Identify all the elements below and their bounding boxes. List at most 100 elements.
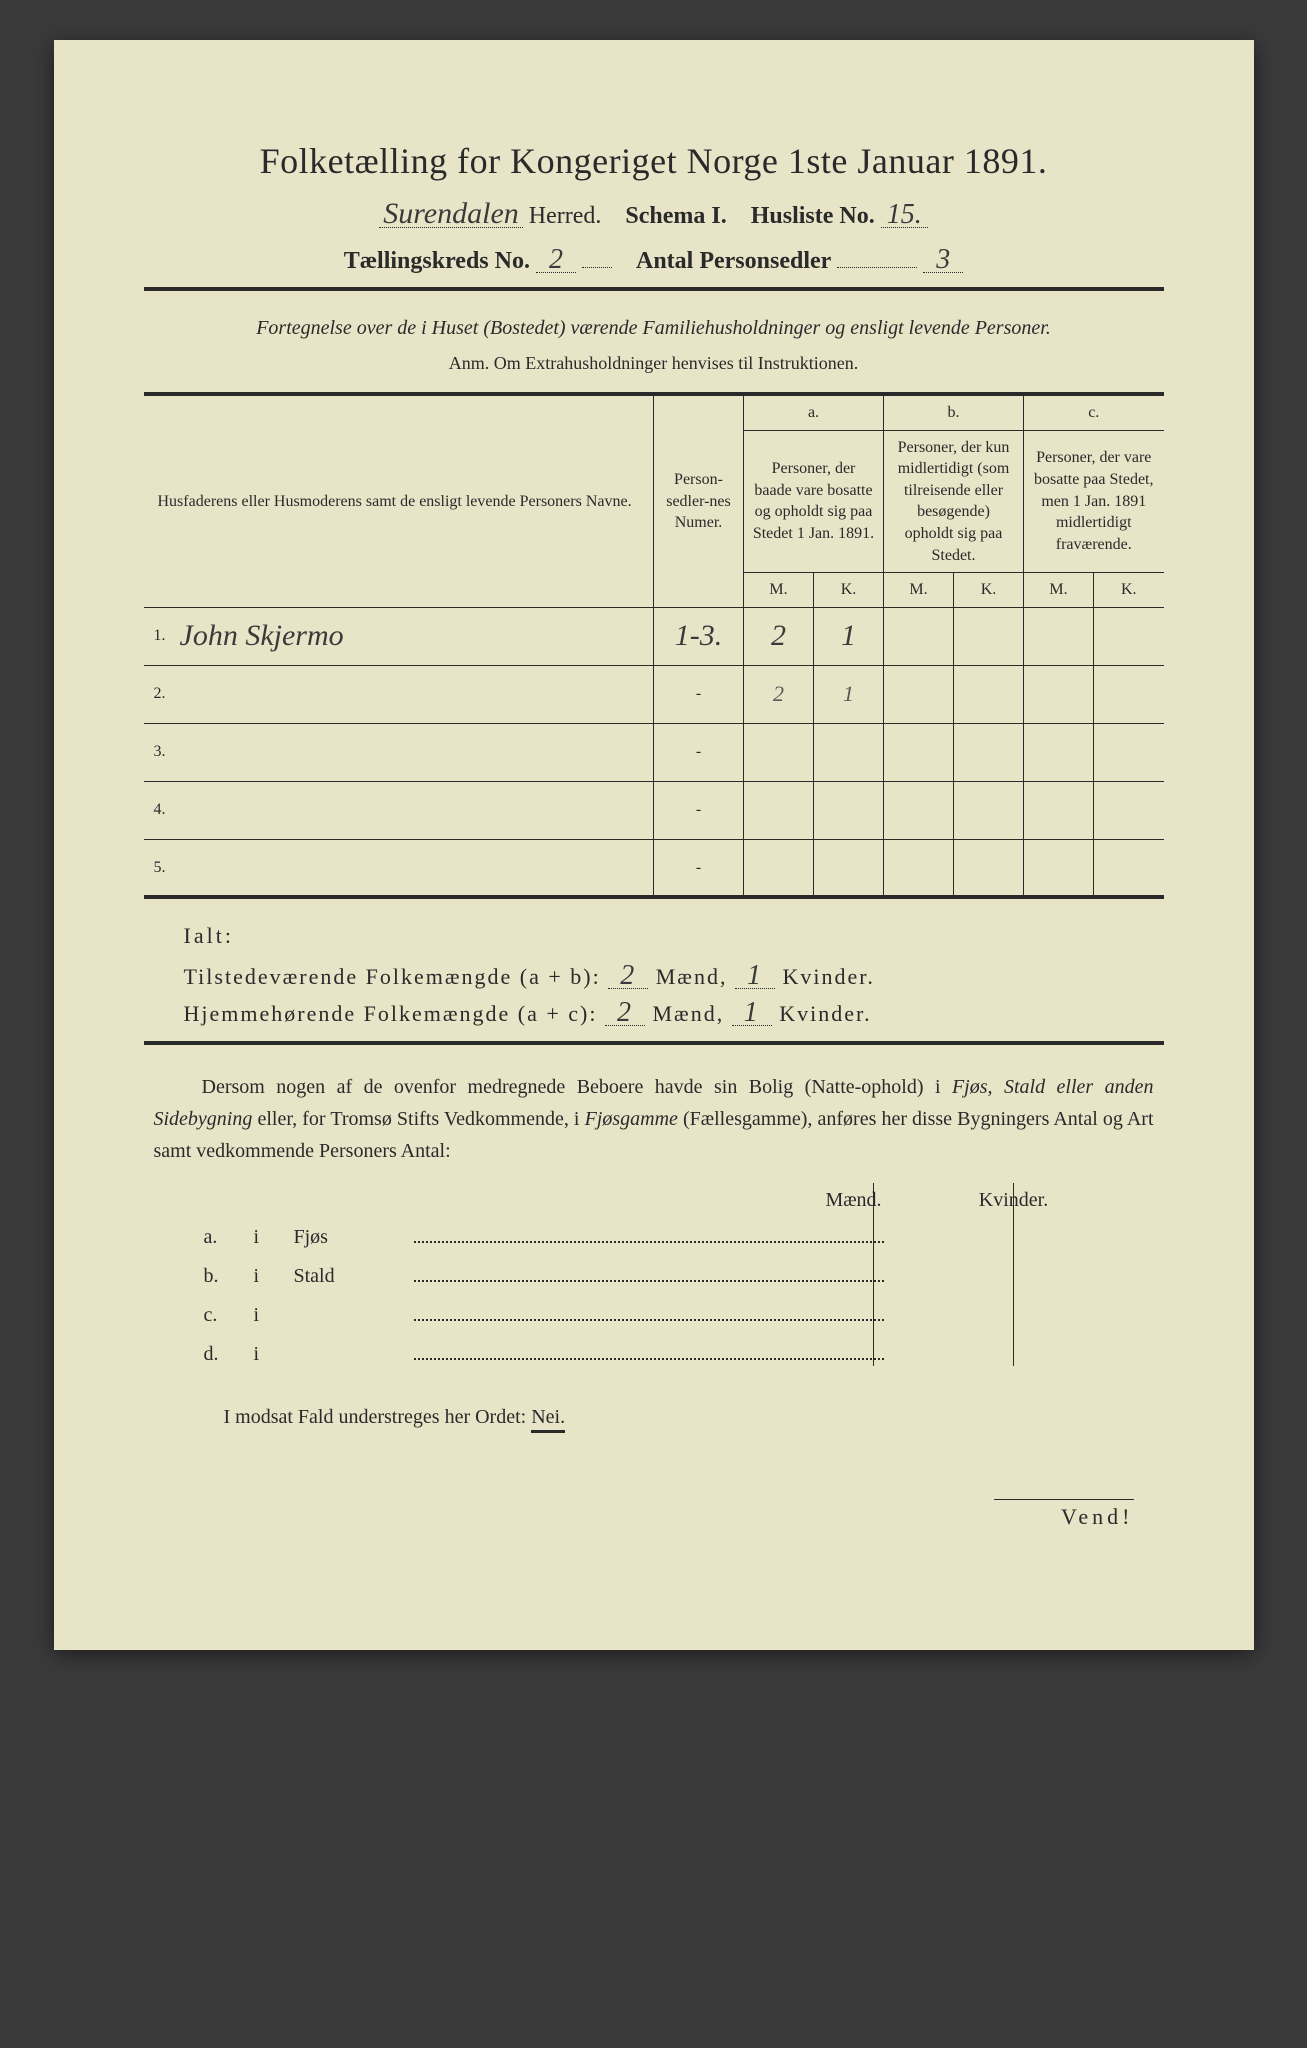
herred-handwritten: Surendalen bbox=[379, 200, 523, 228]
col-a-k: K. bbox=[814, 573, 884, 608]
num-cell: - bbox=[654, 839, 744, 897]
abcd-header: Mænd. Kvinder. bbox=[204, 1189, 1134, 1212]
c-k-cell bbox=[1094, 723, 1164, 781]
col-c-m: M. bbox=[1024, 573, 1094, 608]
row-number: 2. bbox=[144, 665, 172, 723]
vertical-rule bbox=[873, 1183, 874, 1366]
b-k-cell bbox=[954, 781, 1024, 839]
header-line-3: Tællingskreds No. 2 Antal Personsedler 3 bbox=[144, 244, 1164, 275]
paragraph-text: Dersom nogen af de ovenfor medregnede Be… bbox=[154, 1071, 1154, 1167]
table-row: 1. John Skjermo 1-3. 2 1 bbox=[144, 607, 1164, 665]
num-cell: - bbox=[654, 665, 744, 723]
herred-label: Herred. bbox=[529, 203, 602, 229]
c-k-cell bbox=[1094, 839, 1164, 897]
husliste-handwritten: 15. bbox=[881, 202, 928, 228]
modsat-line: I modsat Fald understreges her Ordet: Ne… bbox=[224, 1406, 1164, 1429]
b-m-cell bbox=[884, 665, 954, 723]
col-group-c: c. bbox=[1024, 394, 1164, 430]
row-number: 3. bbox=[144, 723, 172, 781]
abcd-row: d. i bbox=[204, 1343, 1134, 1366]
census-form-page: Folketælling for Kongeriget Norge 1ste J… bbox=[54, 40, 1254, 1650]
b-k-cell bbox=[954, 665, 1024, 723]
a-m-cell: 2 bbox=[744, 607, 814, 665]
name-cell bbox=[172, 665, 654, 723]
table-body: 1. John Skjermo 1-3. 2 1 2. - 2 1 bbox=[144, 607, 1164, 897]
ialt-row-1: Tilstedeværende Folkemængde (a + b): 2 M… bbox=[184, 963, 1164, 990]
col-b-m: M. bbox=[884, 573, 954, 608]
dotted-line bbox=[414, 1344, 884, 1360]
schema-label: Schema I. bbox=[625, 203, 726, 229]
col-a-m: M. bbox=[744, 573, 814, 608]
table-row: 4. - bbox=[144, 781, 1164, 839]
anm-text: Anm. Om Extrahusholdninger henvises til … bbox=[144, 353, 1164, 374]
col-group-a: a. bbox=[744, 394, 884, 430]
b-m-cell bbox=[884, 723, 954, 781]
dotted-line bbox=[414, 1227, 884, 1243]
dotted-line bbox=[414, 1305, 884, 1321]
nei-underlined: Nei. bbox=[531, 1406, 565, 1433]
c-m-cell bbox=[1024, 839, 1094, 897]
vend-label: Vend! bbox=[994, 1499, 1134, 1530]
table-row: 5. - bbox=[144, 839, 1164, 897]
col-b-k: K. bbox=[954, 573, 1024, 608]
kvinder-header: Kvinder. bbox=[954, 1189, 1074, 1212]
divider bbox=[144, 287, 1164, 291]
a-k-cell bbox=[814, 839, 884, 897]
num-cell: 1-3. bbox=[654, 607, 744, 665]
ialt-r2-k: 1 bbox=[732, 1000, 772, 1026]
c-m-cell bbox=[1024, 665, 1094, 723]
b-k-cell bbox=[954, 607, 1024, 665]
col-header-names: Husfaderens eller Husmoderens samt de en… bbox=[144, 394, 654, 607]
a-m-cell: 2 bbox=[744, 665, 814, 723]
c-k-cell bbox=[1094, 607, 1164, 665]
abcd-block: Mænd. Kvinder. a. i Fjøs b. i Stald c. i bbox=[204, 1189, 1134, 1366]
ialt-r2-m: 2 bbox=[605, 1000, 645, 1026]
col-group-a-desc: Personer, der baade vare bosatte og opho… bbox=[744, 430, 884, 573]
col-group-b-desc: Personer, der kun midlertidigt (som tilr… bbox=[884, 430, 1024, 573]
c-m-cell bbox=[1024, 607, 1094, 665]
name-cell bbox=[172, 781, 654, 839]
num-cell: - bbox=[654, 781, 744, 839]
kreds-handwritten: 2 bbox=[536, 247, 576, 273]
antal-handwritten: 3 bbox=[923, 247, 963, 273]
dotted-line bbox=[414, 1266, 884, 1282]
divider bbox=[144, 1041, 1164, 1045]
a-m-cell bbox=[744, 723, 814, 781]
header-line-2: Surendalen Herred. Schema I. Husliste No… bbox=[144, 200, 1164, 230]
b-k-cell bbox=[954, 723, 1024, 781]
row-number: 1. bbox=[144, 607, 172, 665]
name-cell: John Skjermo bbox=[172, 607, 654, 665]
b-k-cell bbox=[954, 839, 1024, 897]
c-m-cell bbox=[1024, 723, 1094, 781]
c-k-cell bbox=[1094, 665, 1164, 723]
ialt-r1-k: 1 bbox=[735, 963, 775, 989]
c-m-cell bbox=[1024, 781, 1094, 839]
antal-label: Antal Personsedler bbox=[636, 248, 831, 274]
page-title: Folketælling for Kongeriget Norge 1ste J… bbox=[144, 140, 1164, 182]
a-k-cell bbox=[814, 723, 884, 781]
col-c-k: K. bbox=[1094, 573, 1164, 608]
ialt-r1-m: 2 bbox=[608, 963, 648, 989]
name-cell bbox=[172, 839, 654, 897]
ialt-block: Ialt: Tilstedeværende Folkemængde (a + b… bbox=[184, 923, 1164, 1027]
vertical-rule bbox=[1013, 1183, 1014, 1366]
a-k-cell bbox=[814, 781, 884, 839]
col-group-b: b. bbox=[884, 394, 1024, 430]
col-header-numer: Person-sedler-nes Numer. bbox=[654, 394, 744, 607]
col-group-c-desc: Personer, der vare bosatte paa Stedet, m… bbox=[1024, 430, 1164, 573]
abcd-row: b. i Stald bbox=[204, 1265, 1134, 1288]
abcd-row: c. i bbox=[204, 1304, 1134, 1327]
intro-text: Fortegnelse over de i Huset (Bostedet) v… bbox=[144, 313, 1164, 343]
name-cell bbox=[172, 723, 654, 781]
husliste-label: Husliste No. bbox=[751, 203, 875, 229]
table-row: 2. - 2 1 bbox=[144, 665, 1164, 723]
b-m-cell bbox=[884, 781, 954, 839]
c-k-cell bbox=[1094, 781, 1164, 839]
num-cell: - bbox=[654, 723, 744, 781]
maend-header: Mænd. bbox=[794, 1189, 914, 1212]
kreds-label: Tællingskreds No. bbox=[344, 248, 530, 274]
row-number: 4. bbox=[144, 781, 172, 839]
a-k-cell: 1 bbox=[814, 665, 884, 723]
table-row: 3. - bbox=[144, 723, 1164, 781]
ialt-row-2: Hjemmehørende Folkemængde (a + c): 2 Mæn… bbox=[184, 1000, 1164, 1027]
